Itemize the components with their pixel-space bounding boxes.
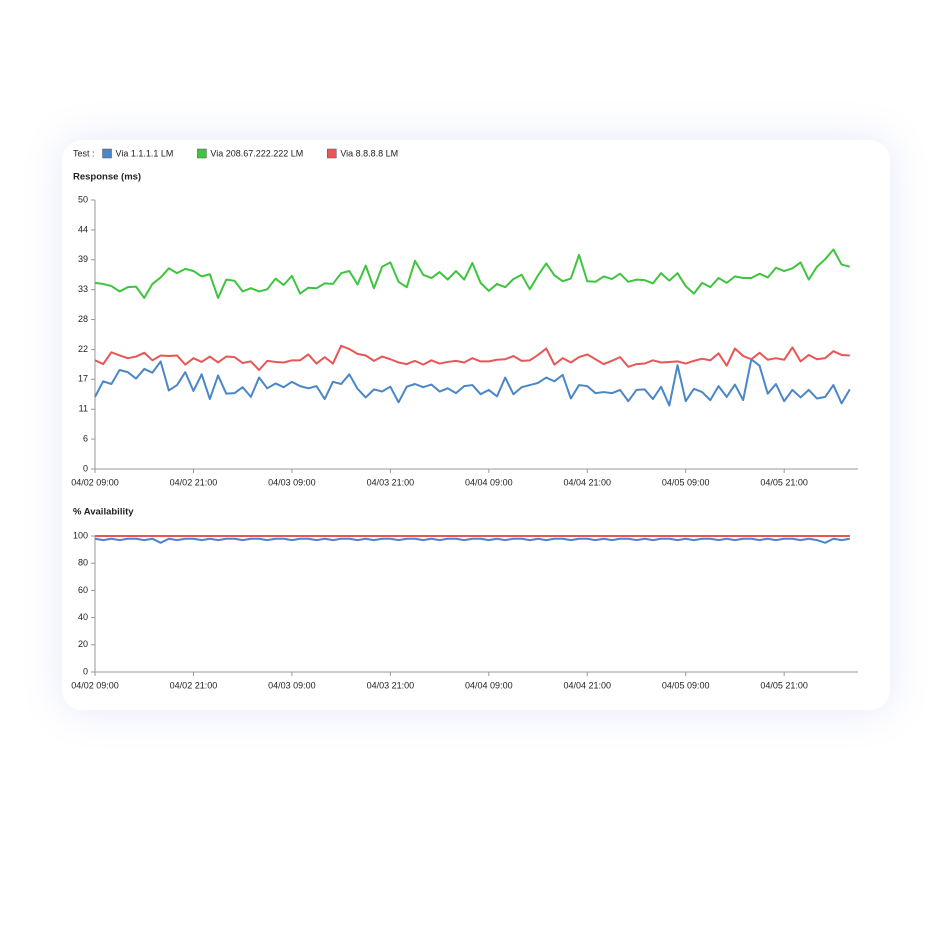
y-tick-label: 39	[78, 254, 88, 264]
x-tick-label: 04/02 21:00	[170, 680, 218, 690]
x-tick-label: 04/04 09:00	[465, 680, 513, 690]
y-tick-label: 60	[78, 585, 88, 595]
x-tick-label: 04/02 09:00	[71, 680, 119, 690]
x-tick-label: 04/03 21:00	[367, 477, 415, 487]
data-line	[94, 358, 851, 407]
chart-title: Response (ms)	[73, 172, 141, 183]
y-tick-label: 44	[78, 224, 88, 234]
x-tick-label: 04/05 09:00	[662, 680, 710, 690]
y-tick-label: 22	[78, 344, 88, 354]
data-line	[94, 344, 850, 372]
x-tick-label: 04/05 09:00	[662, 477, 710, 487]
y-tick-label: 28	[78, 314, 88, 324]
legend-label: Via 1.1.1.1 LM	[116, 148, 174, 158]
y-tick-label: 80	[78, 558, 88, 568]
legend-swatch	[197, 148, 207, 159]
y-tick-label: 100	[73, 530, 88, 540]
y-tick-label: 0	[83, 463, 88, 473]
x-tick-label: 04/03 21:00	[367, 680, 415, 690]
x-tick-label: 04/04 09:00	[465, 477, 513, 487]
y-tick-label: 17	[78, 374, 88, 384]
x-tick-label: 04/04 21:00	[563, 477, 611, 487]
legend-swatch	[102, 148, 112, 159]
x-tick-label: 04/05 21:00	[760, 477, 808, 487]
y-tick-label: 50	[78, 194, 88, 204]
data-line	[94, 248, 851, 299]
legend-label: Via 8.8.8.8 LM	[340, 148, 398, 158]
legend-title: Test :	[73, 148, 95, 158]
legend-swatch	[327, 148, 337, 159]
y-tick-label: 33	[78, 284, 88, 294]
x-tick-label: 04/03 09:00	[268, 477, 316, 487]
x-tick-label: 04/05 21:00	[760, 680, 808, 690]
y-tick-label: 0	[83, 666, 88, 676]
chart-card	[62, 140, 890, 710]
y-tick-label: 11	[79, 404, 88, 414]
x-tick-label: 04/02 09:00	[71, 477, 119, 487]
y-tick-label: 20	[78, 639, 88, 649]
y-tick-label: 6	[83, 433, 88, 443]
x-tick-label: 04/03 09:00	[268, 680, 316, 690]
x-tick-label: 04/04 21:00	[563, 680, 611, 690]
y-tick-label: 40	[78, 612, 88, 622]
data-line	[94, 537, 850, 544]
chart-title: % Availability	[73, 507, 134, 518]
legend-label: Via 208.67.222.222 LM	[210, 148, 303, 158]
x-tick-label: 04/02 21:00	[170, 477, 218, 487]
